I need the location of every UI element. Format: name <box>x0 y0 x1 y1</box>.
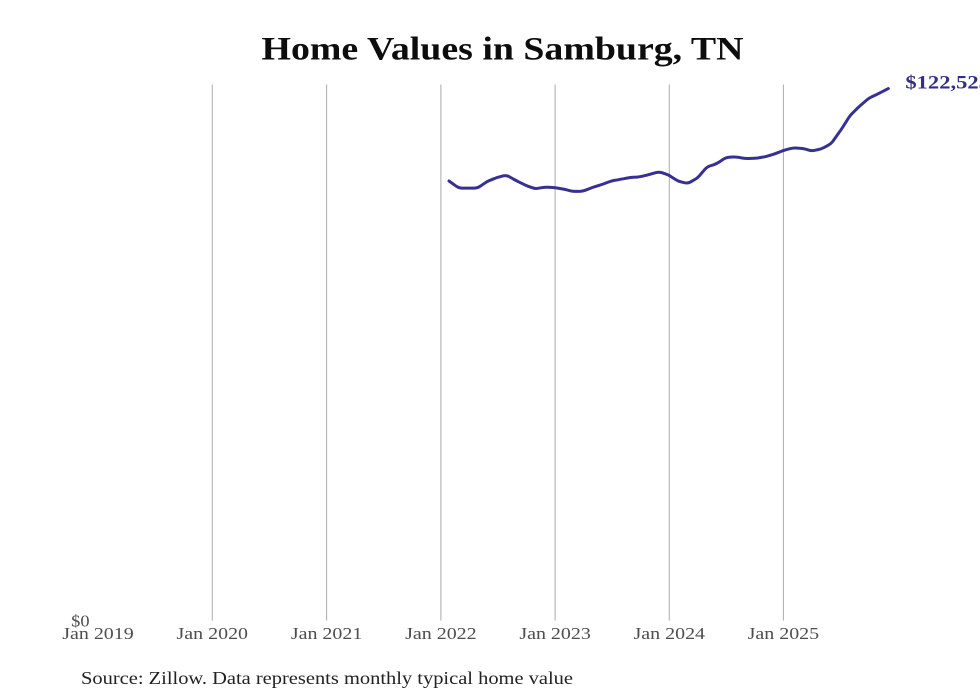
svg-text:Jan 2019: Jan 2019 <box>62 624 134 643</box>
svg-text:Home Values in Samburg, TN: Home Values in Samburg, TN <box>262 31 744 67</box>
svg-text:Jan 2025: Jan 2025 <box>748 624 820 643</box>
svg-text:Jan 2024: Jan 2024 <box>634 624 706 643</box>
svg-text:Jan 2023: Jan 2023 <box>519 624 591 643</box>
svg-text:$0: $0 <box>71 611 89 630</box>
svg-text:Source: Zillow. Data represent: Source: Zillow. Data represents monthly … <box>81 668 573 688</box>
svg-text:Jan 2020: Jan 2020 <box>177 624 249 643</box>
svg-text:$122,525: $122,525 <box>905 73 980 93</box>
svg-text:Jan 2021: Jan 2021 <box>291 624 363 643</box>
svg-text:Jan 2022: Jan 2022 <box>405 624 477 643</box>
